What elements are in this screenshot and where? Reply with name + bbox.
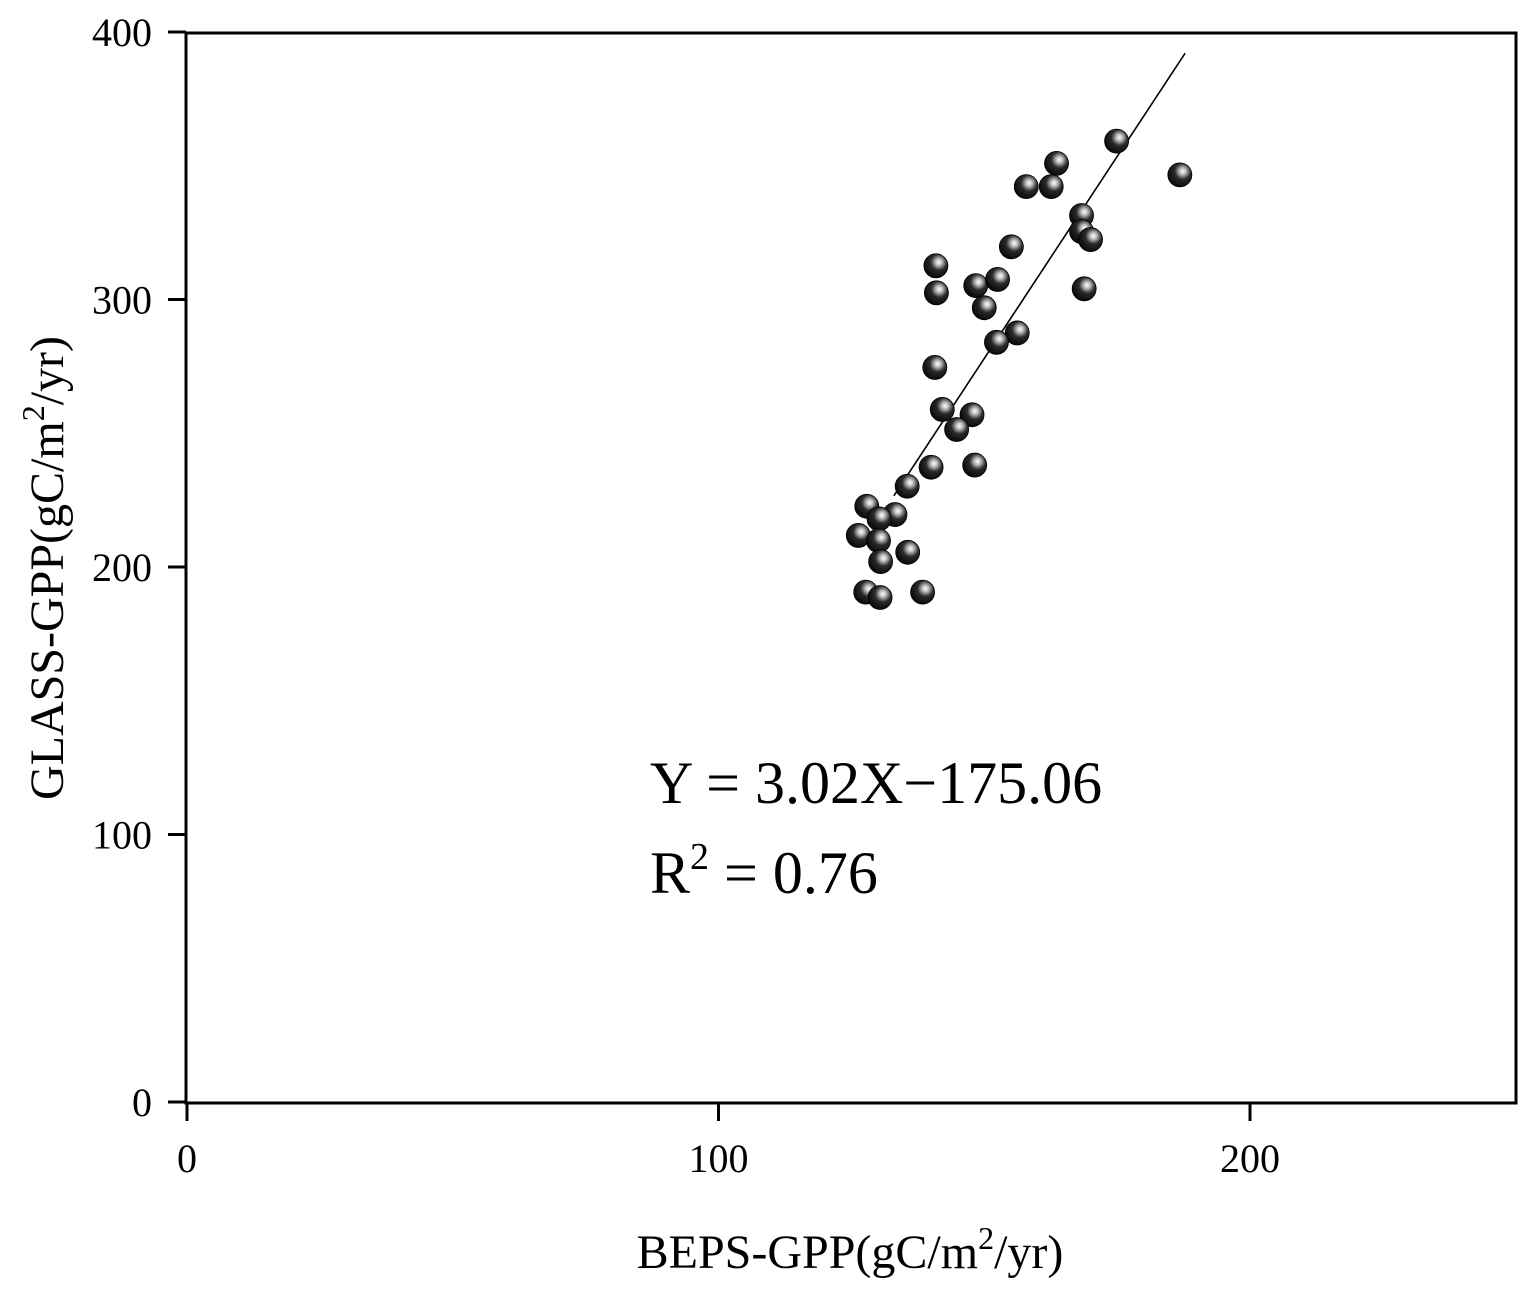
data-point [868,549,894,575]
data-point [1104,128,1129,154]
data-point [984,329,1009,355]
y-tick-label: 300 [92,278,152,323]
regression-equation: Y = 3.02X−175.06 [650,750,1102,816]
y-axis-label: GLASS-GPP(gC/m2/yr) [15,336,74,800]
x-axis-label-superscript: 2 [978,1220,994,1256]
data-point [959,402,985,428]
x-axis: 0 100 200 [177,1103,1280,1181]
data-point [929,397,955,422]
x-tick-label: 0 [177,1136,197,1181]
x-axis-label: BEPS-GPP(gC/m2/yr) [637,1220,1064,1279]
y-axis-label-suffix: /yr) [21,336,74,405]
y-tick-label: 0 [132,1080,152,1125]
data-point [944,417,970,442]
y-axis-label-superscript: 2 [15,405,51,421]
data-point [963,273,989,298]
x-tick-label: 200 [1220,1136,1280,1181]
x-tick-label: 100 [689,1136,749,1181]
data-point [962,452,988,478]
data-point [922,355,948,380]
y-axis: 0 100 200 300 400 [92,10,186,1125]
data-point [867,585,893,610]
data-point [918,454,944,480]
plot-area-frame [184,31,1518,1105]
data-points [845,128,1193,610]
r-squared-letter: R [650,840,690,906]
data-point [923,253,949,279]
r-squared-superscript: 2 [690,836,709,878]
data-point [894,473,920,499]
data-point [1004,320,1030,346]
data-point [924,280,949,306]
y-tick-label: 100 [92,813,152,858]
y-axis-label-prefix: GLASS-GPP(gC/m [21,421,74,800]
data-point [1038,174,1064,200]
data-point [895,539,921,565]
data-point [866,528,891,554]
data-point [971,295,997,321]
y-tick-label: 400 [92,10,152,55]
data-point [998,234,1024,260]
data-point [1013,174,1039,200]
data-point [1078,227,1103,252]
data-point [910,579,935,605]
x-axis-label-suffix: /yr) [994,1226,1063,1279]
data-point [1044,150,1069,176]
data-point [1167,162,1193,188]
y-tick-label: 200 [92,545,152,590]
r-squared-value: = 0.76 [709,840,878,906]
r-squared-annotation: R2 = 0.76 [650,836,878,906]
regression-line [893,52,1186,497]
data-point [866,506,892,532]
data-point [1071,276,1097,302]
x-axis-label-prefix: BEPS-GPP(gC/m [637,1226,978,1279]
data-point [985,267,1010,292]
